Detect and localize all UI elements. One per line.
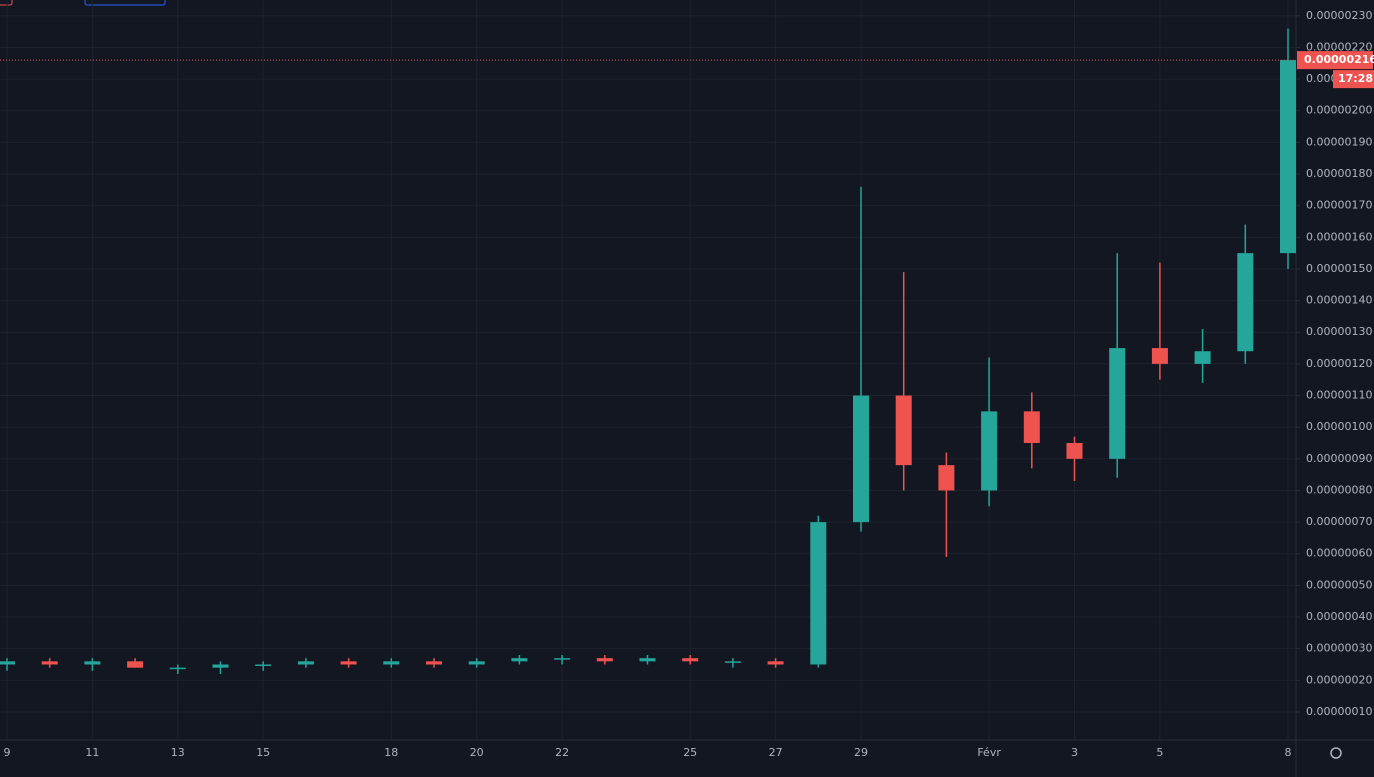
candle-body (297, 661, 314, 665)
candle-body (1280, 60, 1296, 254)
candle-body (468, 661, 485, 665)
candle-body (212, 664, 229, 668)
y-ticks: 0.00000010 0.00000020 0.00000030 0.00000040… (1296, 9, 1372, 718)
x-tick-label: 15 (256, 746, 270, 759)
x-tick-label: 5 (1156, 746, 1163, 759)
candle-body (383, 661, 400, 665)
x-tick-label: 13 (171, 746, 185, 759)
candle-body (853, 395, 869, 523)
y-tick-label: 0.00000130 (1306, 325, 1372, 338)
settings-icon[interactable] (1330, 747, 1342, 759)
candle-body (84, 661, 101, 665)
y-tick-label: 0.00000070 (1306, 515, 1372, 528)
countdown-label: 17:28 (1338, 72, 1373, 85)
candle-body (511, 658, 528, 662)
x-tick-label: 25 (683, 746, 697, 759)
y-tick-label: 0.00000140 (1306, 294, 1372, 307)
x-tick-label: 27 (769, 746, 783, 759)
y-tick-label: 0.00000180 (1306, 167, 1372, 180)
candle-body (981, 411, 998, 491)
candle-body (41, 661, 58, 665)
x-tick-label: 9 (4, 746, 11, 759)
x-tick-label: 11 (85, 746, 99, 759)
x-tick-label: 22 (555, 746, 569, 759)
y-tick-label: 0.00000120 (1306, 357, 1372, 370)
y-tick-label: 0.00000110 (1306, 389, 1372, 402)
y-tick-label: 0.00000220 (1306, 40, 1372, 53)
y-tick-label: 0.00000010 (1306, 705, 1372, 718)
candle-body (0, 661, 15, 665)
gear[interactable] (1330, 747, 1342, 759)
x-tick-label: Févr (977, 746, 1001, 759)
candle-body (810, 522, 827, 665)
candle-body (938, 465, 955, 491)
last-price-tag (1297, 51, 1373, 70)
toolbar-button[interactable] (84, 0, 166, 6)
candle-body (767, 661, 784, 665)
candle-body (255, 664, 272, 666)
candle-body (682, 658, 699, 662)
y-tick-label: 0.00000030 (1306, 642, 1372, 655)
candle-body (895, 395, 912, 466)
y-tick-label: 0.00000150 (1306, 262, 1372, 275)
candle-body (639, 658, 656, 662)
y-tick-label: 0.00000040 (1306, 610, 1372, 623)
y-tick-label: 0.00000020 (1306, 673, 1372, 686)
y-tick-label: 0.00000090 (1306, 452, 1372, 465)
candle-body (724, 661, 741, 663)
candle-body (1066, 442, 1083, 459)
x-tick-label: 18 (384, 746, 398, 759)
x-tick-label: 20 (470, 746, 484, 759)
candle-body (1194, 351, 1211, 364)
y-tick-label: 0.00000080 (1306, 483, 1372, 496)
candle-body (1023, 411, 1040, 443)
candle-body (169, 667, 186, 670)
y-tick-label: 0.00000230 (1306, 9, 1372, 22)
y-tick-label: 0.00000200 (1306, 104, 1372, 117)
last-price-label: 0.00000216 (1304, 53, 1374, 66)
y-tick-label: 0.00000050 (1306, 578, 1372, 591)
candle-body (1151, 348, 1168, 364)
y-tick-label: 0.00000060 (1306, 547, 1372, 560)
candle-body (554, 658, 571, 660)
y-tick-label: 0.00000160 (1306, 230, 1372, 243)
candle-body (1237, 253, 1254, 352)
x-tick-label: 3 (1071, 746, 1078, 759)
y-tick-label: 0.00000190 (1306, 135, 1372, 148)
toolbar-button[interactable] (0, 0, 13, 6)
x-tick-label: 8 (1285, 746, 1292, 759)
candle-body (340, 661, 357, 665)
y-tick-label: 0.00000170 (1306, 199, 1372, 212)
candle-body (127, 661, 144, 668)
y-tick-label: 0.00000100 (1306, 420, 1372, 433)
candle-body (1109, 348, 1126, 459)
x-tick-label: 29 (854, 746, 868, 759)
grid (0, 0, 1296, 740)
countdown-tag (1333, 70, 1374, 89)
candle-body (426, 661, 442, 665)
candle-body (596, 658, 613, 662)
